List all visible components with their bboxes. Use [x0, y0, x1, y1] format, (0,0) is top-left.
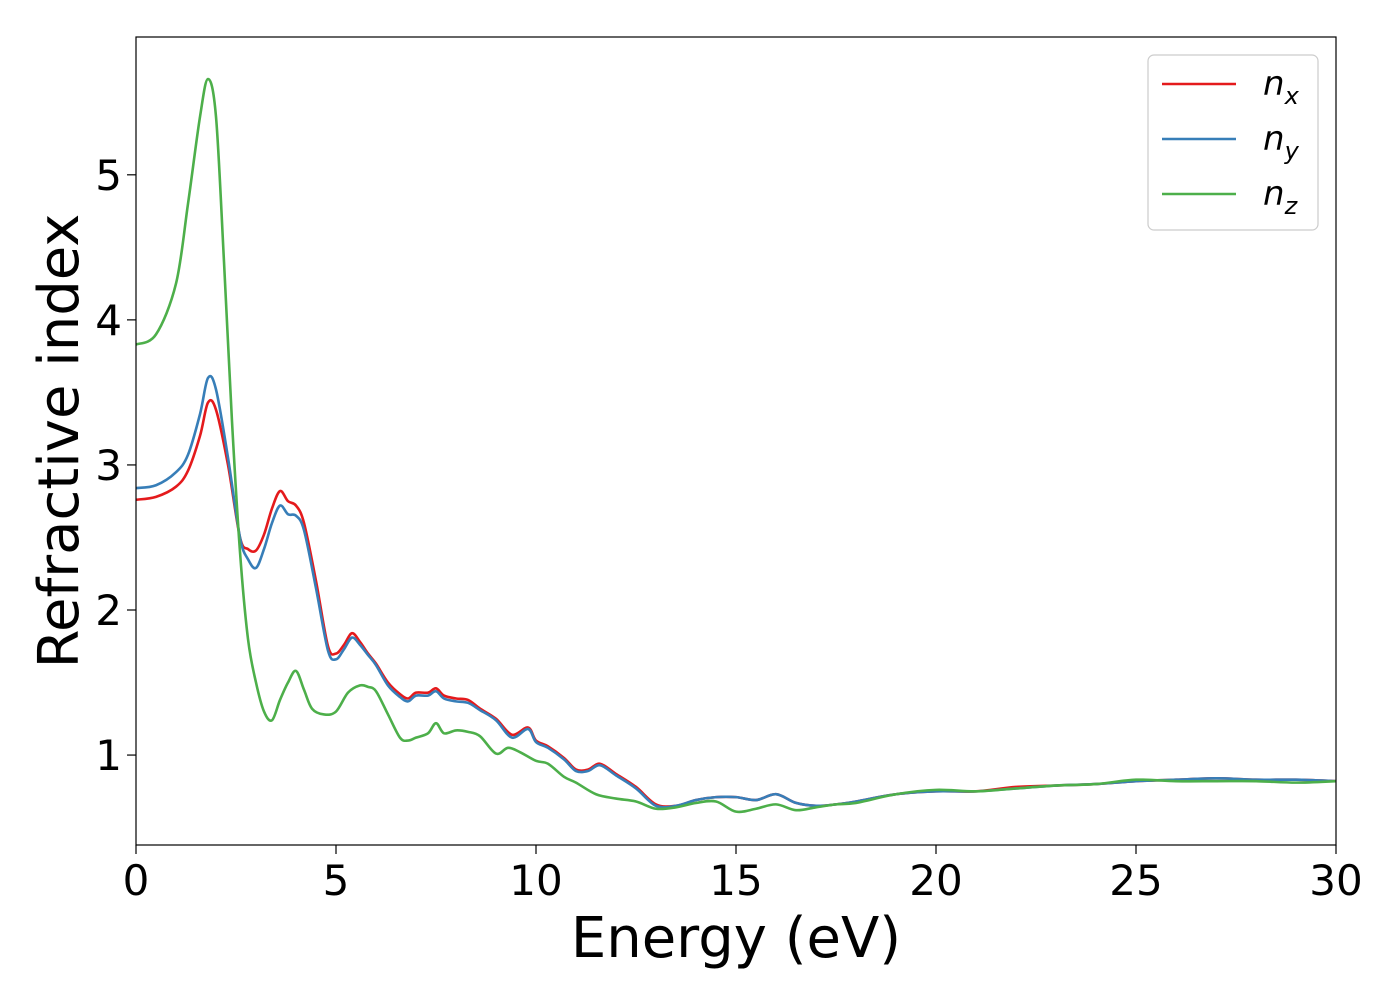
y-tick-label: 2 [95, 586, 122, 635]
series-line-nz [136, 77, 1336, 814]
x-axis: 0 5 10 15 20 25 30 [123, 845, 1363, 905]
y-tick-label: 3 [95, 441, 122, 490]
x-tick-label: 0 [123, 856, 150, 905]
y-axis: 1 2 3 4 5 [95, 151, 136, 780]
legend-label-nx: nx [1263, 64, 1300, 110]
legend-label-nz: nz [1263, 174, 1299, 220]
legend: nx ny nz [1147, 54, 1319, 231]
legend-label-ny: ny [1263, 119, 1300, 165]
series-line-nx [136, 398, 1336, 808]
x-tick-label: 25 [1109, 856, 1162, 905]
legend-box [1147, 54, 1319, 231]
series-line-ny [136, 374, 1336, 809]
y-tick-label: 4 [95, 296, 122, 345]
x-tick-label: 5 [323, 856, 350, 905]
x-tick-label: 30 [1309, 856, 1362, 905]
x-axis-title: Energy (eV) [571, 906, 901, 971]
y-tick-label: 5 [95, 151, 122, 200]
plot-area [136, 77, 1336, 814]
x-tick-label: 20 [909, 856, 962, 905]
y-axis-title: Refractive index [27, 214, 92, 669]
x-tick-label: 10 [509, 856, 562, 905]
y-tick-label: 1 [95, 731, 122, 780]
x-tick-label: 15 [709, 856, 762, 905]
